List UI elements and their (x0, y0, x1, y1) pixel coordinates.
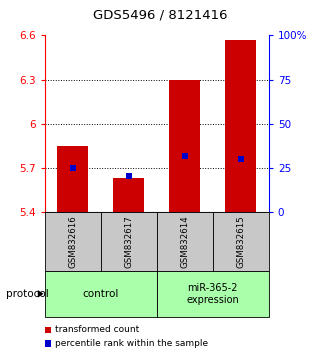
Text: transformed count: transformed count (55, 325, 140, 335)
Bar (57, 146, 88, 212)
Text: GSM832614: GSM832614 (180, 215, 189, 268)
Text: miR-365-2
expression: miR-365-2 expression (187, 283, 239, 305)
Text: GSM832617: GSM832617 (124, 215, 133, 268)
Text: GDS5496 / 8121416: GDS5496 / 8121416 (93, 9, 227, 22)
Text: percentile rank within the sample: percentile rank within the sample (55, 339, 209, 348)
Bar (169, 80, 200, 212)
Bar (225, 40, 256, 212)
Text: protocol: protocol (6, 289, 49, 299)
Text: control: control (83, 289, 119, 299)
Bar (113, 178, 144, 212)
Text: GSM832616: GSM832616 (68, 215, 77, 268)
Text: GSM832615: GSM832615 (236, 215, 245, 268)
